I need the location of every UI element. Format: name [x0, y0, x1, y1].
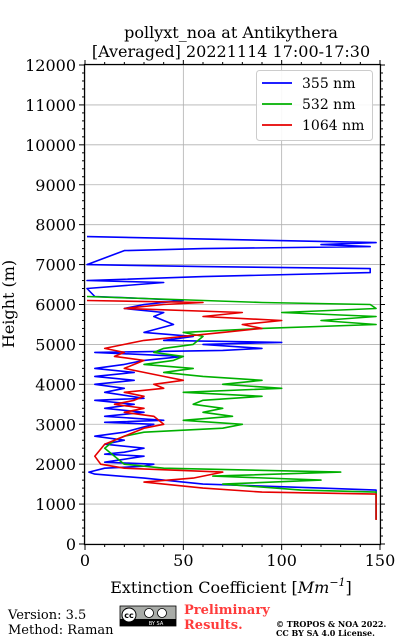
x-axis-label: Extinction Coefficient [Mm−1] [110, 576, 352, 597]
y-tick-label: 10000 [25, 136, 76, 155]
y-tick-label: 5000 [35, 335, 76, 354]
legend-label-1: 532 nm [302, 97, 355, 113]
preliminary-text-line1: Preliminary [184, 603, 270, 618]
y-tick-label: 3000 [35, 415, 76, 434]
cc-badge-sub: BY SA [149, 621, 164, 627]
y-tick-label: 0 [66, 535, 76, 554]
copyright-line2: CC BY SA 4.0 License. [276, 628, 375, 638]
x-axis-label-exp: −1 [329, 576, 345, 589]
cc-badge-text: cc [124, 611, 134, 620]
preliminary-text-line2: Results. [184, 618, 243, 633]
x-tick-label: 50 [173, 551, 193, 570]
y-tick-label: 2000 [35, 455, 76, 474]
axis-ticks: 0 50 100 150 0 1000 2000 3000 4000 5000 6000 7000 80… [25, 56, 395, 570]
y-tick-label: 4000 [35, 375, 76, 394]
method-text: Method: Raman [8, 623, 114, 638]
legend-label-0: 355 nm [302, 76, 355, 92]
chart-title-line2: [Averaged] 20221114 17:00-17:30 [92, 42, 370, 61]
series-lines [86, 235, 377, 521]
legend-box [256, 70, 373, 141]
y-axis-label: Height (m) [0, 260, 18, 348]
copyright-line1: © TROPOS & NOA 2022. [276, 619, 386, 629]
y-tick-label: 6000 [35, 296, 76, 315]
y-tick-label: 7000 [35, 256, 76, 275]
x-axis-label-unit: Mm [297, 578, 330, 597]
series-line-0 [86, 235, 377, 520]
legend: 355 nm 532 nm 1064 nm [256, 70, 373, 141]
series-line-1 [86, 295, 377, 520]
x-tick-label: 0 [80, 551, 90, 570]
x-axis-label-text: Extinction Coefficient [ [110, 578, 298, 597]
chart-title-line1: pollyxt_noa at Antikythera [124, 23, 338, 42]
x-axis-label-end: ] [346, 578, 352, 597]
y-tick-label: 9000 [35, 176, 76, 195]
version-text: Version: 3.5 [7, 608, 86, 623]
y-tick-label: 8000 [35, 216, 76, 235]
legend-label-2: 1064 nm [302, 118, 364, 134]
y-tick-label: 11000 [25, 96, 76, 115]
x-tick-label: 150 [365, 551, 396, 570]
cc-license-logo: cc BY SA [119, 605, 177, 627]
x-tick-label: 100 [266, 551, 297, 570]
series-line-2 [86, 299, 377, 521]
y-tick-label: 12000 [25, 56, 76, 75]
y-tick-label: 1000 [35, 495, 76, 514]
